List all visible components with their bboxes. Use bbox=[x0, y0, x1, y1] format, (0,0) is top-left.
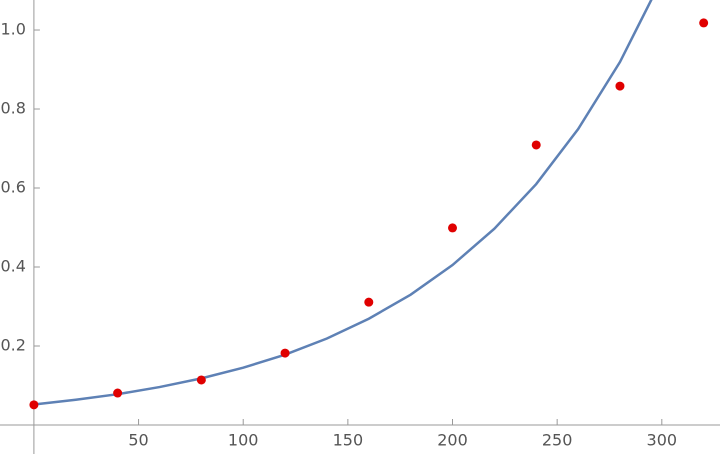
data-point bbox=[448, 223, 458, 233]
x-tick-label: 200 bbox=[437, 431, 468, 450]
data-point bbox=[699, 18, 709, 28]
data-point bbox=[280, 348, 290, 358]
data-point bbox=[364, 297, 374, 307]
x-tick-label: 100 bbox=[228, 431, 259, 450]
data-point bbox=[113, 388, 123, 398]
x-tick-label: 300 bbox=[647, 431, 678, 450]
x-tick-label: 50 bbox=[128, 431, 148, 450]
data-point bbox=[531, 140, 541, 150]
data-point bbox=[615, 81, 625, 91]
y-tick-label: 1.0 bbox=[0, 20, 25, 39]
x-tick-label: 250 bbox=[542, 431, 573, 450]
data-point bbox=[29, 400, 39, 410]
plot-area bbox=[33, 0, 653, 406]
fit-curve bbox=[33, 0, 653, 406]
y-tick-label: 0.8 bbox=[0, 99, 25, 118]
data-point bbox=[196, 375, 206, 385]
x-tick-label: 150 bbox=[333, 431, 364, 450]
y-tick-label: 0.4 bbox=[0, 257, 25, 276]
y-tick-label: 0.6 bbox=[0, 178, 25, 197]
y-tick-label: 0.2 bbox=[0, 336, 25, 355]
